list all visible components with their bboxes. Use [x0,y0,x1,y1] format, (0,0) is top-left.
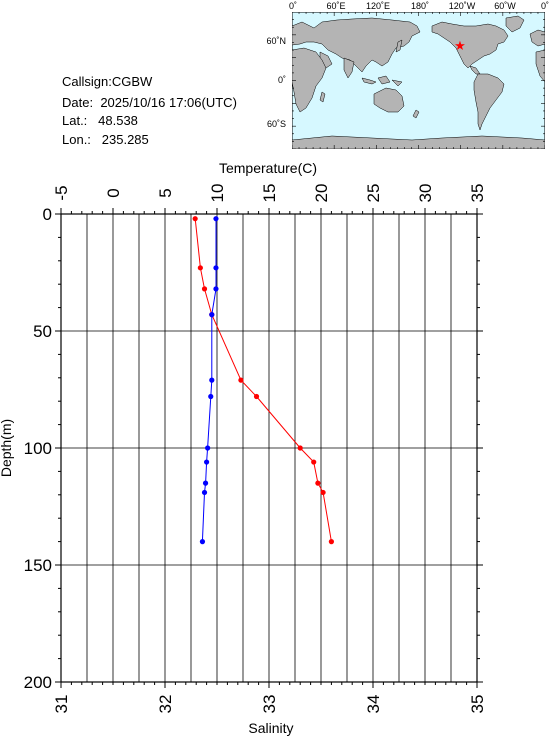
temperature-point [315,480,321,486]
map-africa [292,47,327,113]
salinity-point [204,459,210,465]
callsign-line: Callsign:CGBW [62,74,152,90]
lon-value: 235.285 [101,132,149,147]
lon-label: Lon.: [62,132,91,147]
map-longitude-labels: 0˚ 60˚E 120˚E 180˚ 120˚W 60˚W 0˚ [289,1,549,11]
map-lon-label: 60˚E [326,1,345,11]
salinity-point [213,265,219,271]
temperature-point [253,393,260,400]
station-location-star-icon: ★ [454,38,466,53]
map-tick-marks [292,12,545,149]
temperature-point [238,377,244,383]
salinity-point [209,312,215,318]
salinity-point [209,377,215,383]
map-lon-label: 120˚E [366,1,390,11]
y-tick-label: 200 [24,673,52,692]
top-tick-label: 15 [260,184,279,203]
salinity-point [205,445,211,451]
top-tick-label: 20 [312,184,331,203]
salinity-point [202,480,209,486]
y-tick-label: 50 [33,322,52,341]
y-tick-label: 150 [24,556,52,575]
map-europe-east-edge [529,29,545,47]
top-tick-label: 5 [156,188,175,197]
temperature-point [328,539,334,545]
map-australia [373,87,405,113]
temperature-point [192,216,198,222]
y-tick-label: 0 [43,205,52,224]
chart-grid [61,214,477,682]
map-latitude-labels: 60˚N 0˚ 60˚S [266,36,286,129]
map-lon-label: 0˚ [541,1,549,11]
top-tick-label: 0 [104,188,123,197]
map-antarctica [292,135,545,149]
salinity-point [213,286,219,292]
map-lon-label: 180˚ [411,1,429,11]
salinity-point [201,489,208,496]
lon-line: Lon.: 235.285 [62,132,149,148]
chart-series [192,216,334,545]
map-lon-label: 60˚W [494,1,516,11]
bottom-tick-label: 35 [468,695,487,714]
bottom-tick-label: 32 [156,695,175,714]
top-tick-label: 10 [208,184,227,203]
map-greenland [505,15,525,33]
bottom-tick-label: 34 [364,695,383,714]
map-lat-label: 60˚N [266,36,286,46]
map-landmasses [292,15,545,149]
salinity-point [208,393,214,400]
map-eurasia [292,17,421,73]
salinity-point [213,216,219,222]
world-map: ★ [292,12,545,149]
top-tick-label: 35 [468,184,487,203]
callsign-value: CGBW [111,74,153,89]
map-new-zealand [412,109,420,119]
top-tick-label: 30 [416,184,435,203]
map-lon-label: 120˚W [449,1,476,11]
map-indonesia [361,75,403,87]
lat-label: Lat.: [62,113,88,128]
map-lat-label: 60˚S [267,119,286,129]
y-axis-title: Depth(m) [0,419,14,477]
date-label: Date: [62,95,94,110]
salinity-point [199,539,206,545]
temperature-point [311,459,317,465]
temperature-point [320,489,326,496]
temperature-point [197,265,203,271]
world-map-svg: ★ [292,12,545,149]
bottom-tick-label: 31 [52,695,71,714]
map-north-america [431,21,509,69]
callsign-label: Callsign: [62,74,112,89]
bottom-tick-label: 33 [260,695,279,714]
map-lat-label: 0˚ [278,75,286,85]
map-south-america [473,73,505,131]
y-tick-label: 100 [24,439,52,458]
top-axis-title: Temperature(C) [219,160,317,176]
top-tick-label: -5 [52,185,71,200]
map-lon-label: 0˚ [289,1,297,11]
bottom-axis-title: Salinity [248,720,293,736]
map-madagascar [319,91,326,103]
date-value: 2025/10/16 17:06(UTC) [100,95,237,110]
map-japan [395,39,403,53]
lat-value: 48.538 [98,113,138,128]
temperature-point [201,286,208,292]
temperature-point [297,445,303,451]
lat-line: Lat.: 48.538 [62,113,138,129]
top-tick-label: 25 [364,184,383,203]
date-line: Date: 2025/10/16 17:06(UTC) [62,95,237,111]
